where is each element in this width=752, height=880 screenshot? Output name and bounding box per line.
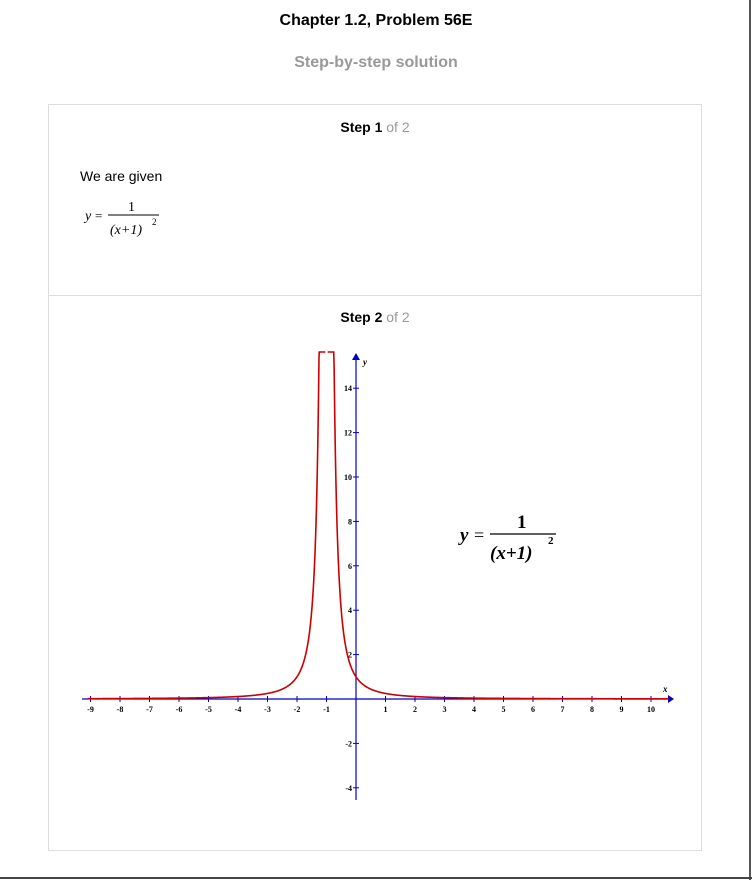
graph-eq-exponent: 2 bbox=[548, 535, 554, 547]
x-tick-label: -2 bbox=[294, 705, 301, 714]
eq-exponent: 2 bbox=[152, 217, 157, 227]
x-tick-label: -3 bbox=[264, 705, 271, 714]
graph-eq-equals: = bbox=[474, 525, 484, 545]
step-1-header: Step 1 of 2 bbox=[49, 119, 701, 135]
x-tick-label: 10 bbox=[647, 705, 655, 714]
step-2-header: Step 2 of 2 bbox=[49, 309, 701, 325]
step-1-of: of 2 bbox=[386, 119, 410, 135]
x-tick-label: -5 bbox=[205, 705, 212, 714]
x-tick-label: -4 bbox=[235, 705, 242, 714]
y-tick-label: -4 bbox=[345, 784, 352, 793]
x-tick-label: 4 bbox=[472, 705, 476, 714]
graph-ticks: -9 -8 -7 -6 -5 -4 -3 -2 -1 1 2 3 4 5 6 7 8 9 10-4-22468101… bbox=[87, 384, 655, 793]
eq-denominator: (x+1) bbox=[110, 223, 142, 238]
x-tick-label: -9 bbox=[87, 705, 94, 714]
eq-numerator: 1 bbox=[128, 200, 135, 215]
y-tick-label: 8 bbox=[348, 517, 352, 526]
x-tick-label: -7 bbox=[146, 705, 153, 714]
x-tick-label: 6 bbox=[531, 705, 535, 714]
y-axis-label: y bbox=[362, 357, 368, 367]
x-tick-label: 2 bbox=[413, 705, 417, 714]
y-tick-label: 12 bbox=[344, 429, 352, 438]
y-axis-arrow bbox=[352, 353, 360, 360]
eq-lhs: y bbox=[83, 209, 92, 224]
y-tick-label: 14 bbox=[344, 384, 352, 393]
page-subtitle: Step-by-step solution bbox=[294, 54, 458, 71]
step-2-number: Step 2 bbox=[340, 309, 383, 325]
page-bottom-border bbox=[0, 877, 752, 879]
graph-eq-numerator: 1 bbox=[517, 512, 527, 533]
x-tick-label: 1 bbox=[384, 705, 388, 714]
x-tick-label: -1 bbox=[323, 705, 330, 714]
x-tick-label: 3 bbox=[443, 705, 447, 714]
y-tick-label: 10 bbox=[344, 473, 352, 482]
x-tick-label: -8 bbox=[117, 705, 124, 714]
y-tick-label: 4 bbox=[348, 606, 352, 615]
y-tick-label: 6 bbox=[348, 562, 352, 571]
graph-curve bbox=[87, 351, 669, 700]
page-right-border bbox=[749, 0, 751, 880]
step-divider bbox=[49, 295, 701, 296]
y-tick-label: 2 bbox=[348, 651, 352, 660]
x-tick-label: 7 bbox=[561, 705, 565, 714]
x-tick-label: 9 bbox=[620, 705, 624, 714]
page-title: Chapter 1.2, Problem 56E bbox=[279, 12, 473, 29]
graph-axes: xy bbox=[82, 353, 674, 800]
step-1-number: Step 1 bbox=[340, 119, 383, 135]
x-tick-label: 5 bbox=[502, 705, 506, 714]
solution-card: Step 1 of 2 We are given y = 1 (x+1) 2 S… bbox=[48, 104, 702, 851]
x-tick-label: 8 bbox=[590, 705, 594, 714]
graph-eq-lhs: y bbox=[458, 525, 469, 546]
x-tick-label: -6 bbox=[176, 705, 183, 714]
y-tick-label: -2 bbox=[345, 739, 352, 748]
step-2-of: of 2 bbox=[386, 309, 410, 325]
step-1-text: We are given bbox=[80, 168, 163, 184]
given-equation: y = 1 (x+1) 2 bbox=[83, 200, 159, 238]
eq-equals: = bbox=[95, 208, 102, 223]
graph-equation-label: y = 1 (x+1) 2 bbox=[458, 512, 556, 564]
graph-eq-denominator: (x+1) bbox=[490, 543, 532, 564]
x-axis-label: x bbox=[662, 684, 668, 694]
x-axis-arrow bbox=[668, 695, 674, 703]
